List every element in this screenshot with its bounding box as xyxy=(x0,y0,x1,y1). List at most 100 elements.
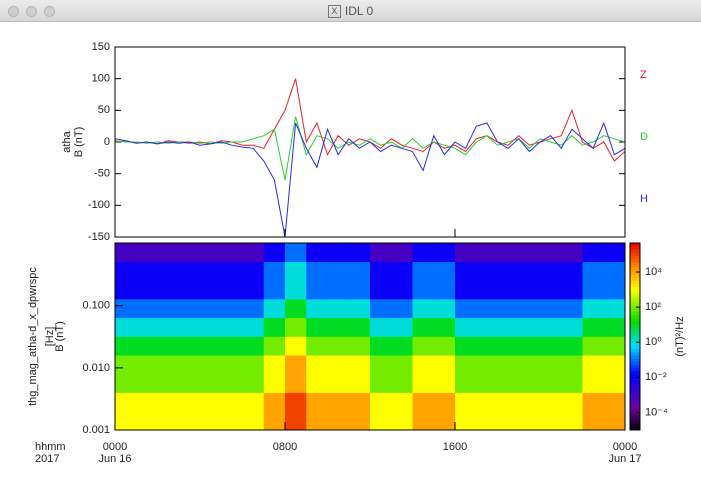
heatmap-cell xyxy=(561,280,583,300)
colorbar-step xyxy=(630,380,640,384)
heatmap-cell xyxy=(455,336,477,356)
colorbar-step xyxy=(630,327,640,331)
heatmap-cell xyxy=(412,299,435,319)
heatmap-cell xyxy=(306,261,328,281)
heatmap-cell xyxy=(582,261,605,281)
heatmap-cell xyxy=(285,411,307,431)
heatmap-cell xyxy=(306,317,328,337)
heatmap-cell xyxy=(582,411,605,431)
heatmap-cell xyxy=(157,411,180,431)
heatmap-cell xyxy=(178,299,201,319)
heatmap-cell xyxy=(391,336,413,356)
heatmap-cell xyxy=(327,411,350,431)
heatmap-cell xyxy=(455,355,477,375)
colorbar-step xyxy=(630,333,640,337)
minimize-button[interactable] xyxy=(26,6,37,17)
heatmap-cell xyxy=(518,280,541,300)
heatmap-cell xyxy=(115,317,137,337)
y-tick-label: 0.001 xyxy=(82,424,110,436)
heatmap-cell xyxy=(497,355,520,375)
heatmap-cell xyxy=(391,280,413,300)
colorbar-step xyxy=(630,252,640,256)
heatmap-cell xyxy=(455,373,477,393)
heatmap-cell xyxy=(242,373,265,393)
y-tick-label: 50 xyxy=(98,104,110,116)
colorbar-step xyxy=(630,274,640,278)
heatmap-cell xyxy=(221,261,243,281)
heatmap-cell xyxy=(157,336,180,356)
window-title: X IDL 0 xyxy=(0,4,701,19)
heatmap-cell xyxy=(603,355,626,375)
heatmap-cell xyxy=(412,373,435,393)
heatmap-cell xyxy=(476,299,498,319)
heatmap-cell xyxy=(285,373,307,393)
heatmap-cell xyxy=(518,373,541,393)
heatmap-cell xyxy=(370,336,392,356)
colorbar-step xyxy=(630,423,640,428)
heatmap-cell xyxy=(306,299,328,319)
heatmap-cell xyxy=(518,355,541,375)
colorbar-tick-label: 10⁴ xyxy=(645,266,662,278)
heatmap-cell xyxy=(263,411,286,431)
heatmap-cell xyxy=(115,299,137,319)
colorbar-step xyxy=(630,314,640,319)
colorbar-step xyxy=(630,405,640,409)
heatmap-cell xyxy=(242,336,265,356)
heatmap-cell xyxy=(136,411,158,431)
heatmap-cell xyxy=(200,261,222,281)
colorbar-step xyxy=(630,286,640,291)
heatmap-cell xyxy=(391,355,413,375)
colorbar-step xyxy=(630,289,640,294)
heatmap-cell xyxy=(327,261,350,281)
heatmap-cell xyxy=(603,299,626,319)
heatmap-cell xyxy=(178,373,201,393)
heatmap-cell xyxy=(242,411,265,431)
colorbar-step xyxy=(630,311,640,316)
heatmap-cell xyxy=(476,280,498,300)
x-tick-label: 0800 xyxy=(273,441,297,453)
heatmap-cell xyxy=(412,392,435,412)
heatmap-cell xyxy=(497,261,520,281)
y-tick-label: 100 xyxy=(92,73,110,85)
y-tick-label: -50 xyxy=(94,168,110,180)
heatmap-cell xyxy=(412,243,435,262)
zoom-button[interactable] xyxy=(44,6,55,17)
heatmap-cell xyxy=(540,317,562,337)
heatmap-cell xyxy=(518,261,541,281)
y-tick-label: -150 xyxy=(88,231,110,243)
heatmap-cell xyxy=(263,317,286,337)
colorbar-step xyxy=(630,317,640,322)
colorbar-step xyxy=(630,249,640,253)
heatmap-cell xyxy=(370,411,392,431)
heatmap-cell xyxy=(285,392,307,412)
colorbar-step xyxy=(630,389,640,393)
heatmap-cell xyxy=(433,299,456,319)
heatmap-cell xyxy=(348,243,371,262)
colorbar-step xyxy=(630,411,640,415)
heatmap-cell xyxy=(327,336,350,356)
colorbar-step xyxy=(630,324,640,328)
x-axis-label: 2017 xyxy=(35,453,59,465)
heatmap-cell xyxy=(157,299,180,319)
heatmap-cell xyxy=(115,355,137,375)
heatmap-cell xyxy=(518,243,541,262)
x11-icon: X xyxy=(327,5,341,19)
close-button[interactable] xyxy=(8,6,19,17)
heatmap-cell xyxy=(603,317,626,337)
heatmap-cell xyxy=(200,411,222,431)
heatmap-cell xyxy=(242,392,265,412)
heatmap-cell xyxy=(603,261,626,281)
heatmap-cell xyxy=(327,243,350,262)
colorbar-step xyxy=(630,246,640,250)
heatmap-cell xyxy=(242,355,265,375)
heatmap-cell xyxy=(242,243,265,262)
colorbar-step xyxy=(630,292,640,297)
heatmap-cell xyxy=(433,280,456,300)
heatmap-cell xyxy=(582,355,605,375)
heatmap-cell xyxy=(157,355,180,375)
heatmap-cell xyxy=(200,392,222,412)
heatmap-cell xyxy=(370,317,392,337)
x-axis-label: hhmm xyxy=(35,441,66,453)
heatmap-cell xyxy=(178,411,201,431)
colorbar-step xyxy=(630,355,640,359)
